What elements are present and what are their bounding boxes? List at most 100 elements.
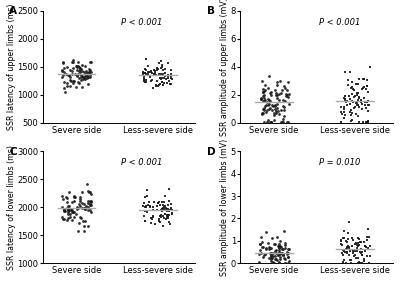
Point	[354, 101, 360, 105]
Point	[282, 246, 288, 250]
Point	[273, 111, 280, 115]
Point	[272, 257, 278, 262]
Point	[71, 199, 77, 203]
Point	[150, 215, 156, 219]
Point	[286, 102, 292, 106]
Point	[268, 90, 275, 95]
Point	[142, 79, 148, 84]
Point	[346, 258, 353, 263]
Point	[263, 110, 270, 115]
Point	[360, 258, 367, 263]
Point	[270, 113, 277, 118]
Point	[259, 111, 265, 115]
Point	[153, 72, 159, 77]
Point	[355, 103, 361, 107]
Point	[77, 70, 83, 75]
Point	[150, 86, 156, 91]
Point	[365, 120, 371, 125]
Point	[74, 60, 81, 65]
Point	[346, 94, 352, 99]
Point	[360, 77, 366, 81]
Point	[68, 207, 74, 212]
Point	[262, 246, 269, 251]
Point	[70, 210, 76, 214]
Point	[355, 261, 362, 265]
Point	[351, 88, 357, 92]
Point	[65, 189, 72, 194]
Point	[364, 83, 370, 88]
Point	[283, 94, 289, 99]
Point	[348, 113, 354, 118]
Point	[84, 198, 91, 203]
Point	[284, 250, 290, 254]
Point	[284, 255, 291, 260]
Point	[285, 247, 292, 252]
Point	[152, 69, 158, 74]
Point	[161, 204, 167, 209]
Point	[68, 207, 75, 212]
Point	[154, 68, 160, 72]
Point	[168, 71, 174, 76]
Point	[157, 214, 164, 219]
Point	[88, 200, 94, 204]
Point	[272, 103, 278, 108]
Point	[168, 206, 174, 210]
Point	[72, 195, 79, 199]
Point	[266, 102, 272, 106]
Point	[163, 205, 169, 210]
Point	[276, 252, 282, 256]
Point	[352, 253, 358, 257]
Point	[77, 215, 83, 219]
Point	[276, 79, 283, 83]
Point	[285, 251, 291, 256]
Point	[348, 107, 354, 112]
Point	[165, 61, 171, 65]
Point	[165, 216, 171, 221]
Point	[340, 253, 347, 257]
Point	[274, 258, 280, 262]
Point	[156, 72, 162, 76]
Point	[142, 219, 148, 223]
Point	[340, 236, 346, 241]
Point	[150, 208, 156, 213]
Point	[74, 207, 80, 211]
Point	[64, 206, 70, 210]
Point	[63, 199, 70, 204]
Point	[355, 98, 361, 102]
Point	[268, 245, 274, 250]
Point	[76, 202, 82, 207]
Point	[354, 114, 361, 118]
Point	[59, 68, 66, 73]
Point	[280, 104, 286, 109]
Point	[86, 202, 93, 207]
Point	[365, 227, 371, 232]
Point	[276, 252, 283, 257]
Point	[280, 252, 286, 256]
Point	[74, 205, 80, 210]
Point	[353, 82, 360, 87]
Point	[142, 205, 148, 210]
Point	[162, 204, 169, 208]
Point	[143, 203, 149, 208]
Point	[60, 197, 66, 201]
Point	[77, 65, 83, 70]
Point	[69, 68, 76, 73]
Point	[259, 78, 266, 83]
Point	[168, 74, 174, 79]
Point	[79, 190, 86, 195]
Text: P < 0.001: P < 0.001	[121, 17, 162, 27]
Point	[284, 252, 290, 257]
Point	[270, 261, 276, 265]
Point	[76, 76, 82, 80]
Point	[162, 67, 168, 71]
Point	[349, 91, 356, 96]
Point	[356, 259, 362, 264]
Point	[261, 106, 267, 111]
Point	[350, 100, 357, 104]
Point	[69, 218, 75, 222]
Point	[148, 221, 154, 226]
Point	[168, 68, 174, 72]
Point	[82, 206, 88, 210]
Point	[286, 259, 292, 264]
Point	[280, 97, 286, 102]
